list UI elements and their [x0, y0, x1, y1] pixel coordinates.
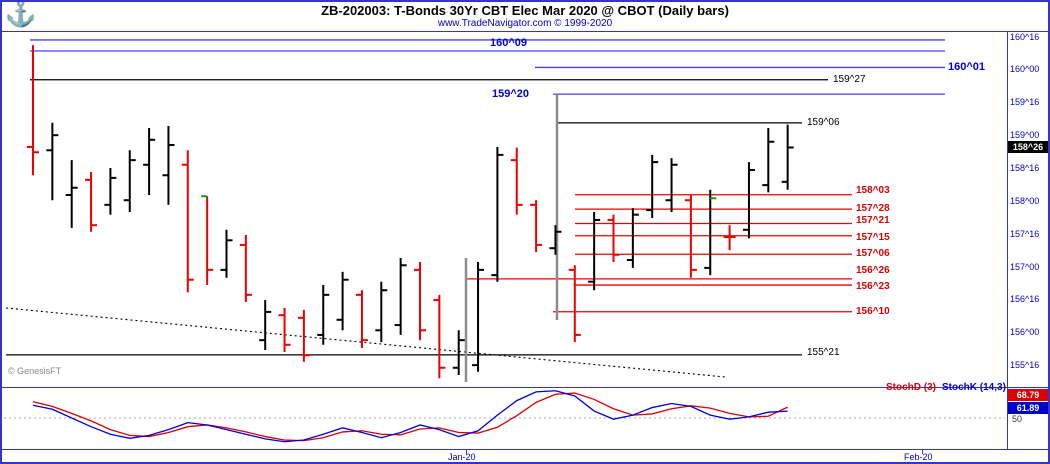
level-label: 155^21 [807, 346, 840, 358]
time-axis-tick [922, 450, 923, 454]
stochd-value-badge: 68.79 [1008, 389, 1048, 401]
chart-title: ZB-202003: T-Bonds 30Yr CBT Elec Mar 202… [321, 3, 729, 18]
time-tick-label: Feb-20 [904, 452, 933, 462]
level-label: 160^01 [948, 61, 986, 74]
price-tick-label: 159^16 [1010, 97, 1040, 108]
stochk-value-badge: 61.89 [1008, 402, 1048, 414]
price-tick-label: 160^00 [1010, 64, 1040, 75]
level-label: 159^20 [492, 88, 530, 101]
stochk-legend-label[interactable]: StochK (14,3) [942, 382, 1006, 393]
stoch-d-line [32, 392, 788, 442]
level-label: 160^09 [490, 37, 528, 49]
level-label: 158^03 [856, 184, 890, 196]
stoch-k-line [32, 390, 788, 443]
panel-separator [0, 387, 1050, 388]
level-label: 159^06 [807, 116, 840, 128]
chart-subtitle: www.TradeNavigator.com © 1999-2020 [437, 18, 613, 29]
title-separator [0, 31, 1050, 32]
level-label: 156^23 [856, 281, 890, 293]
stochd-legend-label[interactable]: StochD (3) [886, 382, 936, 393]
level-label: 157^15 [856, 231, 890, 243]
bottom-time-axis[interactable]: Jan-20 Feb-20 [0, 450, 1050, 464]
price-tick-label: 156^00 [1010, 327, 1040, 338]
time-axis-tick [466, 450, 467, 454]
anchor-logo-icon: ⚓ [5, 0, 37, 28]
bottom-axis-separator [0, 449, 1050, 450]
price-tick-label: 159^00 [1010, 130, 1040, 141]
genesis-watermark: © GenesisFT [8, 366, 62, 376]
price-tick-label: 158^16 [1010, 163, 1040, 174]
level-label: 159^27 [833, 73, 866, 85]
price-tick-label: 155^16 [1010, 360, 1040, 371]
price-tick-label: 160^16 [1010, 31, 1040, 42]
level-label: 157^28 [856, 203, 890, 215]
level-label: 156^10 [856, 305, 890, 317]
price-tick-label: 157^00 [1010, 261, 1040, 272]
level-label: 157^06 [856, 248, 890, 260]
time-tick-label: Jan-20 [448, 452, 476, 462]
price-axis-separator [1007, 31, 1008, 449]
right-price-axis[interactable]: 160^16 160^00 159^16 159^00 158^16 158^00 157^… [1007, 31, 1050, 449]
trendline[interactable] [5, 307, 726, 378]
price-tick-label: 156^16 [1010, 294, 1040, 305]
price-tick-label: 158^00 [1010, 195, 1040, 206]
price-tick-label: 157^16 [1010, 228, 1040, 239]
last-price-badge: 158^26 [1008, 141, 1048, 154]
stoch-mid-label: 50 [1012, 414, 1023, 424]
level-label: 156^26 [856, 264, 890, 276]
level-label: 157^21 [856, 215, 890, 227]
